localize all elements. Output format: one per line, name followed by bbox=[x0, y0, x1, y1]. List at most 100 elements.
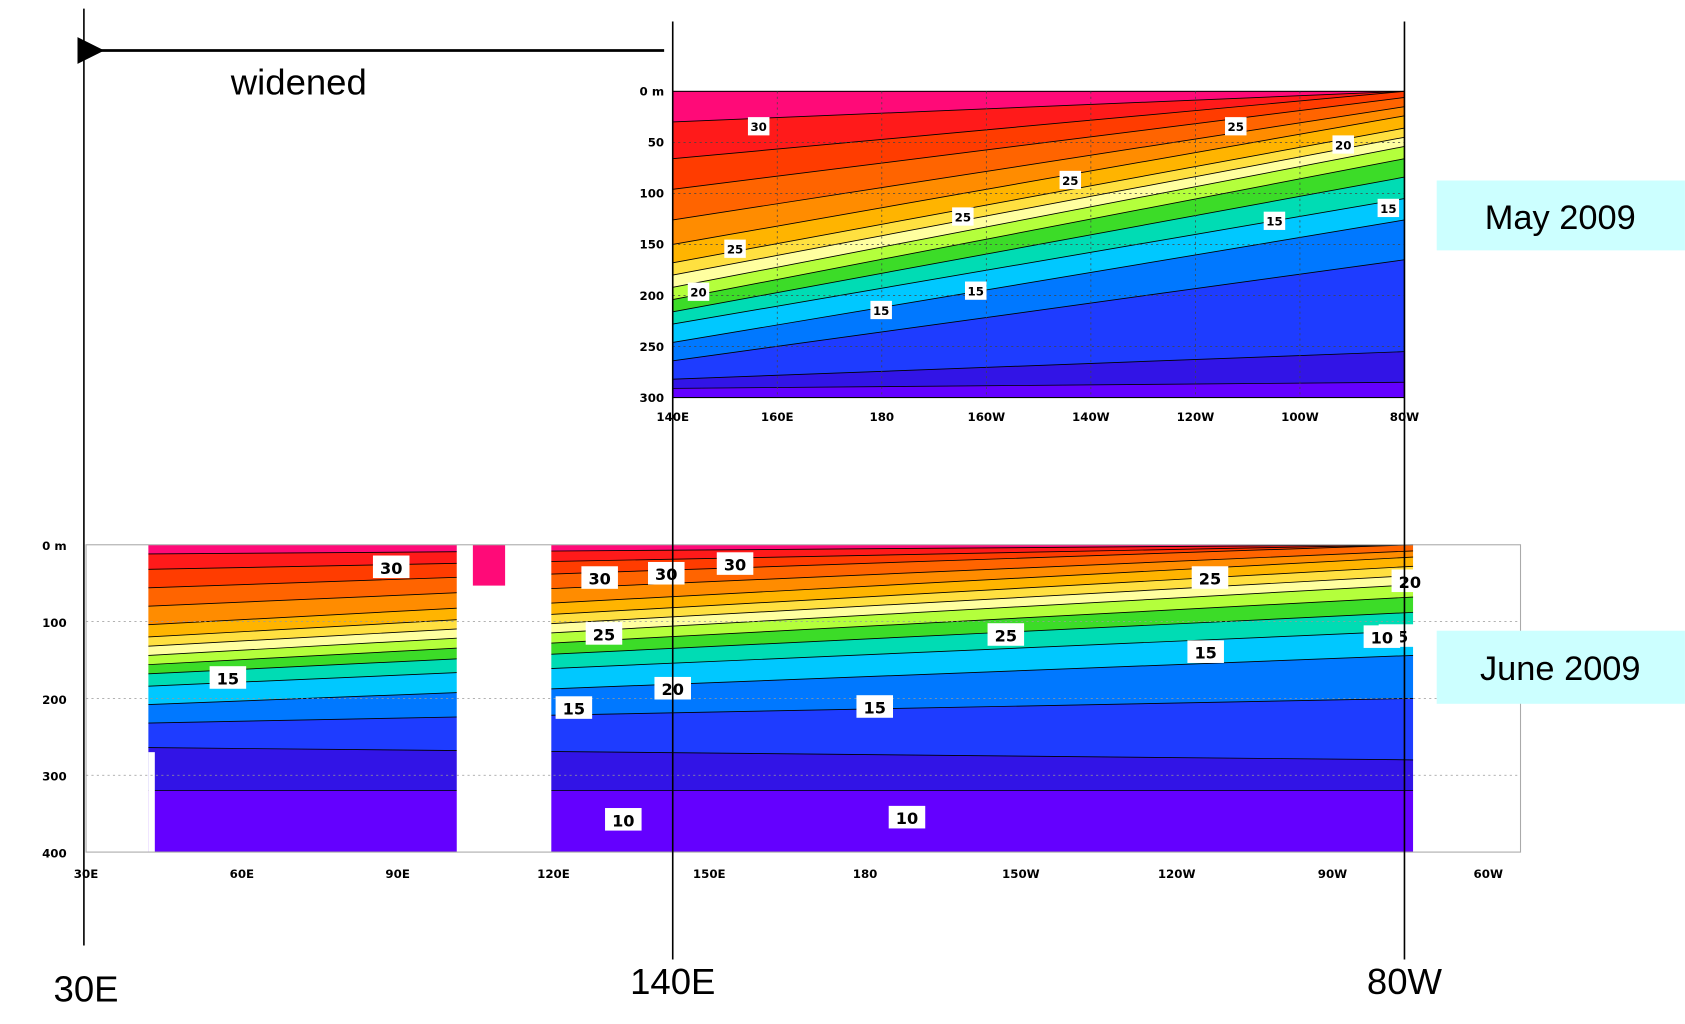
contour-label: 15 bbox=[1194, 644, 1216, 663]
contour-label: 25 bbox=[955, 210, 971, 224]
contour-label-bg bbox=[1191, 566, 1229, 589]
contour-label: 15 bbox=[1380, 202, 1396, 216]
land bbox=[456, 544, 552, 853]
contour bbox=[148, 550, 1414, 607]
temperature-band bbox=[672, 106, 1405, 245]
contour-label-bg bbox=[1391, 569, 1429, 593]
contour-label: 20 bbox=[690, 286, 706, 300]
contour-label-bg bbox=[964, 281, 987, 300]
contour-label-bg bbox=[1059, 170, 1082, 190]
x-tick-label: 120E bbox=[537, 867, 570, 881]
contour bbox=[672, 106, 1405, 221]
contour-label: 30 bbox=[380, 559, 402, 578]
contour-label-bg bbox=[1263, 211, 1286, 230]
temperature-band bbox=[672, 137, 1405, 288]
x-tick-label: 180 bbox=[869, 410, 894, 424]
temperature-band bbox=[672, 115, 1405, 263]
contour bbox=[148, 611, 1414, 675]
contour bbox=[672, 219, 1405, 343]
temperature-band bbox=[472, 544, 506, 586]
contour bbox=[672, 351, 1405, 380]
x-tick-label: 140W bbox=[1072, 410, 1110, 424]
contour-label-bg bbox=[1225, 117, 1247, 136]
y-tick-label: 400 bbox=[42, 846, 67, 860]
panel-label: May 2009 bbox=[1485, 199, 1636, 237]
y-tick-label: 100 bbox=[640, 187, 665, 201]
contour-label: 30 bbox=[724, 556, 746, 575]
y-tick-label: 150 bbox=[640, 238, 665, 252]
contour bbox=[148, 697, 1414, 724]
annotation: widened bbox=[230, 62, 367, 103]
contour-label-bg bbox=[372, 555, 410, 579]
contour bbox=[672, 158, 1405, 300]
contour-label-bg bbox=[648, 561, 685, 585]
contour-label: 25 bbox=[995, 626, 1017, 645]
contour-label-bg bbox=[1363, 625, 1401, 648]
contour bbox=[672, 146, 1405, 288]
contour-label: 10 bbox=[612, 811, 634, 830]
x-tick-label: 120W bbox=[1177, 410, 1215, 424]
temperature-band bbox=[672, 128, 1405, 276]
contour-label: 15 bbox=[968, 284, 984, 298]
y-tick-label: 0 m bbox=[42, 539, 67, 553]
contour-label-bg bbox=[870, 300, 892, 320]
y-tick-label: 300 bbox=[42, 770, 67, 784]
x-tick-label: 120W bbox=[1158, 867, 1196, 881]
contour-label-bg bbox=[1377, 198, 1400, 218]
contour bbox=[148, 596, 1414, 666]
contour-label: 25 bbox=[1228, 120, 1244, 134]
contour-label: 30 bbox=[750, 120, 766, 134]
contour-label-bg bbox=[1332, 135, 1354, 154]
contour-label: 15 bbox=[864, 698, 886, 717]
bottom-label: 30E bbox=[54, 968, 119, 1009]
x-tick-label: 60W bbox=[1474, 867, 1503, 881]
contour-label: 25 bbox=[727, 243, 743, 257]
y-tick-label: 200 bbox=[640, 289, 665, 303]
land bbox=[148, 752, 155, 853]
x-tick-label: 90E bbox=[385, 867, 409, 881]
x-tick-label: 180 bbox=[853, 867, 878, 881]
temperature-band bbox=[672, 91, 1405, 190]
bottom-label: 80W bbox=[1367, 961, 1443, 1002]
contour-label: 30 bbox=[588, 570, 610, 589]
contour bbox=[148, 630, 1414, 687]
contour-label: 20 bbox=[1399, 573, 1421, 592]
contour bbox=[672, 127, 1405, 264]
contour-label: 10 bbox=[1371, 629, 1393, 648]
y-tick-label: 250 bbox=[640, 340, 665, 354]
contour-label: 25 bbox=[1199, 570, 1221, 589]
bottom-label: 140E bbox=[630, 961, 715, 1002]
y-tick-label: 200 bbox=[42, 693, 67, 707]
contour bbox=[672, 90, 1405, 160]
panel-label: June 2009 bbox=[1480, 650, 1641, 688]
contour bbox=[148, 544, 1414, 570]
contour bbox=[148, 544, 1414, 555]
contour-label-bg bbox=[209, 666, 247, 689]
temperature-band bbox=[672, 198, 1405, 343]
contour-label: 30 bbox=[655, 565, 677, 584]
contour-label-bg bbox=[687, 282, 710, 301]
contour-label: 25 bbox=[1062, 174, 1078, 188]
y-tick-label: 50 bbox=[648, 136, 664, 150]
y-tick-label: 300 bbox=[640, 391, 665, 405]
contour-label-bg bbox=[1187, 640, 1224, 663]
contour-label: 15 bbox=[563, 700, 585, 719]
contour-label-bg bbox=[952, 207, 974, 226]
contour-label-bg bbox=[856, 695, 894, 718]
contour bbox=[148, 654, 1414, 706]
contour-label-bg bbox=[605, 808, 642, 831]
x-tick-label: 160W bbox=[968, 410, 1006, 424]
x-tick-label: 160E bbox=[761, 410, 794, 424]
contour-label-bg bbox=[716, 552, 754, 575]
y-tick-label: 100 bbox=[42, 616, 67, 630]
x-tick-label: 30E bbox=[74, 867, 98, 881]
contour bbox=[148, 584, 1414, 656]
temperature-band bbox=[672, 146, 1405, 300]
contour-label-bg bbox=[747, 117, 770, 136]
temperature-band bbox=[672, 158, 1405, 312]
temperature-band bbox=[672, 382, 1405, 398]
temperature-band bbox=[672, 219, 1405, 361]
contour-label-bg bbox=[888, 805, 926, 829]
contour-label: 25 bbox=[593, 625, 615, 644]
